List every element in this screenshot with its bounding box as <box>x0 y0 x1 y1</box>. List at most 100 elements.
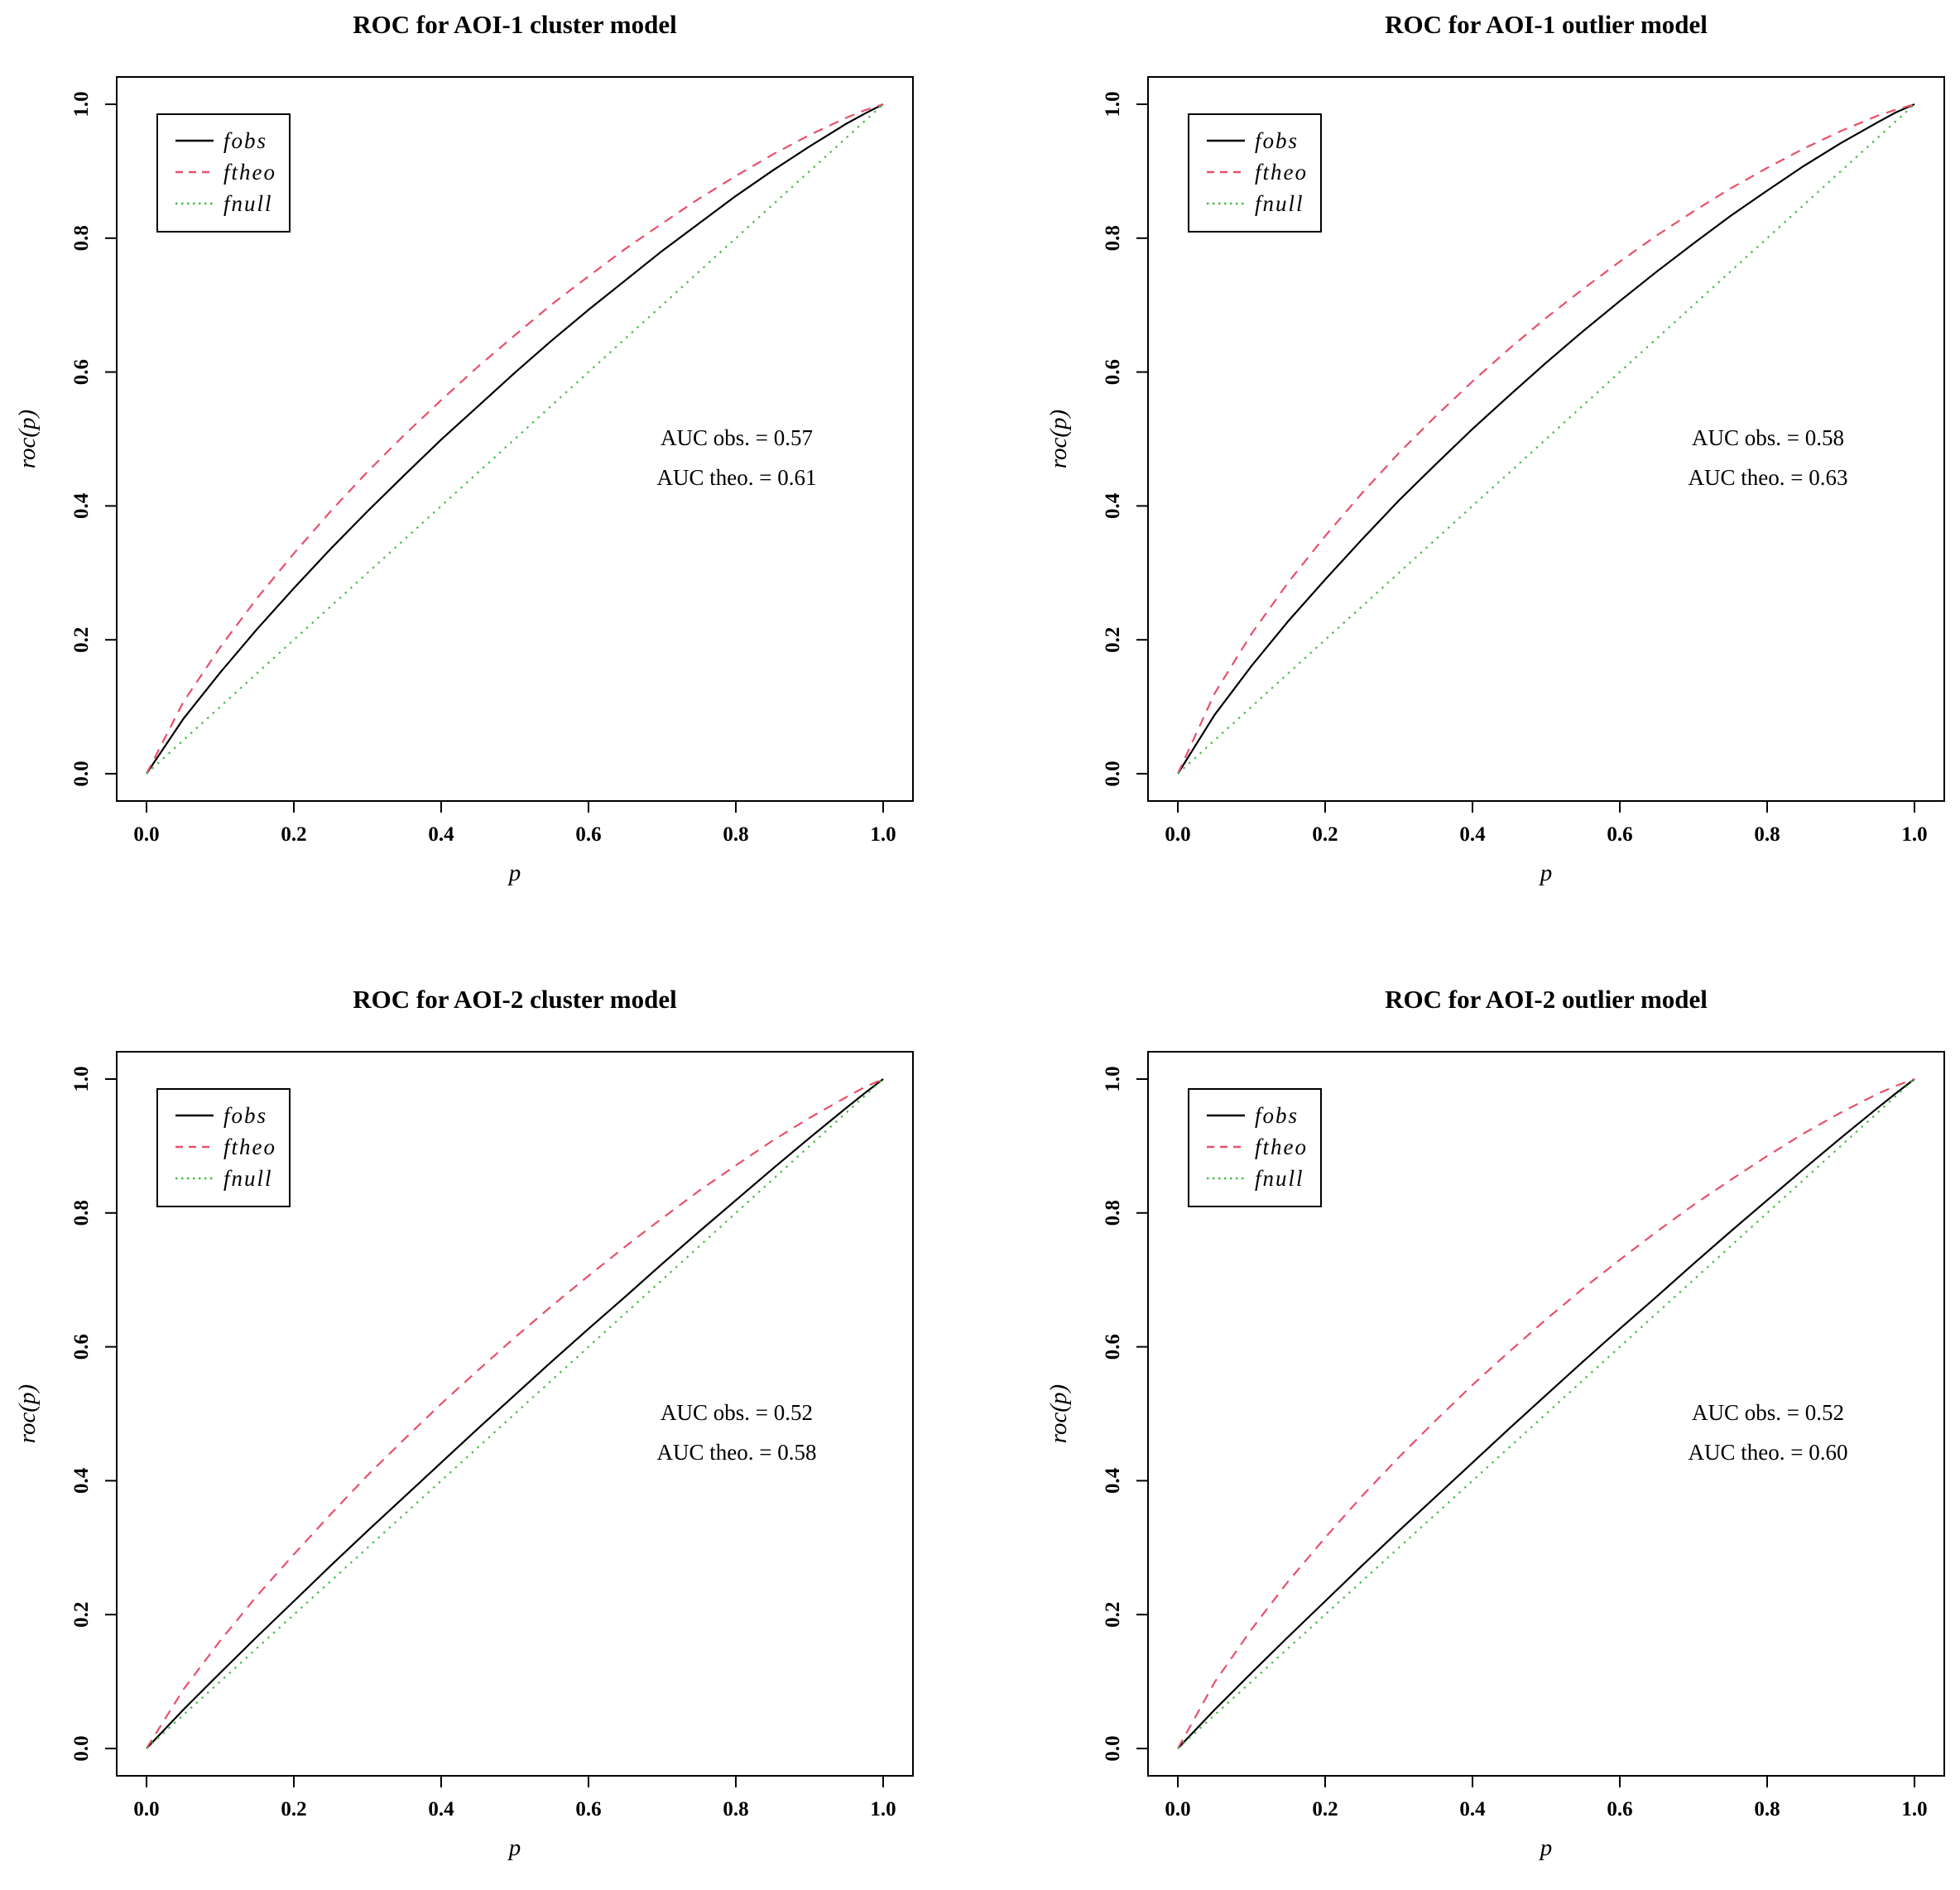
x-axis-tick-label: 0.8 <box>723 1798 748 1820</box>
curve-fobs <box>146 1078 884 1749</box>
panel-title-aoi2-cluster: ROC for AOI-2 cluster model <box>353 985 677 1014</box>
y-axis-tick-label: 1.0 <box>70 91 93 117</box>
legend-label-fnull: fnull <box>1255 191 1304 216</box>
roc-plot-aoi2-outlier: 0.0 0.2 0.4 0.6 0.8 1.0 0.0 0.2 0.4 0.6 0.8 1.0 p roc… <box>1045 1051 1945 1861</box>
x-axis-tick-label: 0.6 <box>1607 823 1632 846</box>
roc-plot-aoi1-outlier: 0.0 0.2 0.4 0.6 0.8 1.0 0.0 0.2 0.4 0.6 0.8 1.0 p roc… <box>1045 76 1945 886</box>
x-axis-tick-label: 1.0 <box>870 1798 896 1820</box>
y-axis-tick-label: 0.2 <box>1102 1602 1124 1628</box>
y-axis-tick-label: 0.4 <box>70 492 93 519</box>
legend-label-ftheo: ftheo <box>223 1134 276 1159</box>
curve-fnull <box>146 103 884 775</box>
curve-fobs <box>146 103 884 775</box>
x-axis-tick-label: 0.8 <box>1754 823 1780 846</box>
plot-box <box>116 76 914 802</box>
y-axis-tick-label: 0.0 <box>70 1735 93 1761</box>
y-axis-tick-label: 0.2 <box>70 627 93 653</box>
y-axis-tick-label: 1.0 <box>70 1066 93 1091</box>
x-axis-tick-label: 1.0 <box>1901 823 1927 846</box>
auc-annotation-theo: AUC theo. = 0.61 <box>657 465 817 490</box>
y-axis-tick-label: 0.4 <box>70 1467 93 1494</box>
x-axis-tick-label: 0.0 <box>1165 1798 1190 1820</box>
auc-annotation-theo: AUC theo. = 0.58 <box>657 1440 817 1465</box>
y-axis-tick-label: 0.0 <box>1102 1735 1124 1761</box>
y-axis-tick-label: 0.4 <box>1102 492 1124 519</box>
panel-title-aoi2-outlier: ROC for AOI-2 outlier model <box>1385 985 1708 1014</box>
curve-ftheo <box>146 1077 884 1749</box>
curve-ftheo <box>1177 103 1915 775</box>
x-axis-tick-label: 0.6 <box>575 823 601 846</box>
x-axis-tick-label: 0.8 <box>723 823 748 846</box>
auc-annotation-obs: AUC obs. = 0.52 <box>1692 1400 1844 1425</box>
x-axis-tick-label: 0.2 <box>281 1798 306 1820</box>
y-axis-label: roc(p) <box>14 410 41 468</box>
auc-annotation-obs: AUC obs. = 0.52 <box>661 1400 813 1425</box>
legend-box <box>1188 113 1322 233</box>
panel-aoi1-cluster: ROC for AOI-1 cluster model 0.0 0.2 0.4 0.6… <box>0 0 980 945</box>
x-axis-tick-label: 0.0 <box>133 1798 159 1820</box>
legend-label-fobs: fobs <box>1255 1103 1299 1128</box>
x-axis-tick-label: 0.6 <box>575 1798 601 1820</box>
curve-fnull <box>146 1078 884 1749</box>
panel-aoi2-outlier: ROC for AOI-2 outlier model 0.0 0.2 0.4 0.6… <box>980 945 1960 1890</box>
legend-label-ftheo: ftheo <box>1255 1134 1308 1159</box>
y-axis-label: roc(p) <box>14 1384 41 1443</box>
y-axis-tick-label: 0.8 <box>70 1200 93 1226</box>
x-axis-tick-label: 0.4 <box>1459 1798 1486 1820</box>
curve-fnull <box>1177 103 1915 775</box>
y-axis-tick-label: 0.0 <box>1102 760 1124 786</box>
curve-fnull <box>1177 1078 1915 1749</box>
x-axis-tick-label: 0.4 <box>1459 823 1486 846</box>
x-axis-tick-label: 0.0 <box>1165 823 1190 846</box>
auc-annotation-obs: AUC obs. = 0.57 <box>661 425 813 450</box>
legend-label-ftheo: ftheo <box>1255 160 1308 185</box>
y-axis-tick-label: 1.0 <box>1102 91 1124 117</box>
x-axis-label: p <box>1539 1835 1553 1861</box>
curve-fobs <box>1177 103 1915 775</box>
x-axis-tick-label: 0.4 <box>428 1798 454 1820</box>
x-axis-tick-label: 1.0 <box>870 823 896 846</box>
curve-fobs <box>1177 1078 1915 1749</box>
x-axis-tick-label: 0.0 <box>133 823 159 846</box>
x-axis-tick-label: 0.2 <box>281 823 306 846</box>
plot-box <box>116 1051 914 1777</box>
roc-plot-aoi2-cluster: 0.0 0.2 0.4 0.6 0.8 1.0 0.0 0.2 0.4 0.6 0.8 1.0 p roc… <box>14 1051 914 1861</box>
legend-label-fobs: fobs <box>223 1103 267 1128</box>
legend-label-fobs: fobs <box>223 128 267 153</box>
x-axis-tick-label: 0.4 <box>428 823 454 846</box>
plot-box <box>1147 1051 1945 1777</box>
x-axis-tick-label: 0.8 <box>1754 1798 1780 1820</box>
y-axis-tick-label: 0.6 <box>70 359 93 385</box>
y-axis-tick-label: 0.2 <box>1102 627 1124 653</box>
x-axis-tick-label: 0.2 <box>1312 1798 1338 1820</box>
y-axis-tick-label: 0.4 <box>1102 1467 1124 1494</box>
x-axis-tick-label: 0.6 <box>1607 1798 1632 1820</box>
x-axis-tick-label: 0.2 <box>1312 823 1338 846</box>
y-axis-tick-label: 0.2 <box>70 1602 93 1628</box>
y-axis-tick-label: 0.0 <box>70 760 93 786</box>
legend-label-fnull: fnull <box>1255 1166 1304 1191</box>
legend-label-fnull: fnull <box>223 1166 273 1191</box>
y-axis-tick-label: 1.0 <box>1102 1066 1124 1091</box>
x-axis-label: p <box>507 1835 521 1861</box>
x-axis-label: p <box>1539 860 1553 886</box>
auc-annotation-obs: AUC obs. = 0.58 <box>1692 425 1844 450</box>
roc-plot-aoi1-cluster: 0.0 0.2 0.4 0.6 0.8 1.0 0.0 0.2 0.4 0.6 0.8 1.0 p roc… <box>14 76 914 886</box>
x-axis-tick-label: 1.0 <box>1901 1798 1927 1820</box>
y-axis-tick-label: 0.6 <box>70 1334 93 1360</box>
y-axis-tick-label: 0.8 <box>70 225 93 251</box>
panel-title-aoi1-cluster: ROC for AOI-1 cluster model <box>353 10 677 39</box>
y-axis-tick-label: 0.6 <box>1102 1334 1124 1360</box>
curve-ftheo <box>146 103 884 775</box>
x-axis-label: p <box>507 860 521 886</box>
auc-annotation-theo: AUC theo. = 0.60 <box>1689 1440 1848 1465</box>
legend-box <box>156 113 291 233</box>
y-axis-tick-label: 0.8 <box>1102 225 1124 251</box>
y-axis-tick-label: 0.6 <box>1102 359 1124 385</box>
legend-label-fnull: fnull <box>223 191 273 216</box>
legend-label-fobs: fobs <box>1255 128 1299 153</box>
plot-box <box>1147 76 1945 802</box>
y-axis-tick-label: 0.8 <box>1102 1200 1124 1226</box>
auc-annotation-theo: AUC theo. = 0.63 <box>1689 465 1848 490</box>
